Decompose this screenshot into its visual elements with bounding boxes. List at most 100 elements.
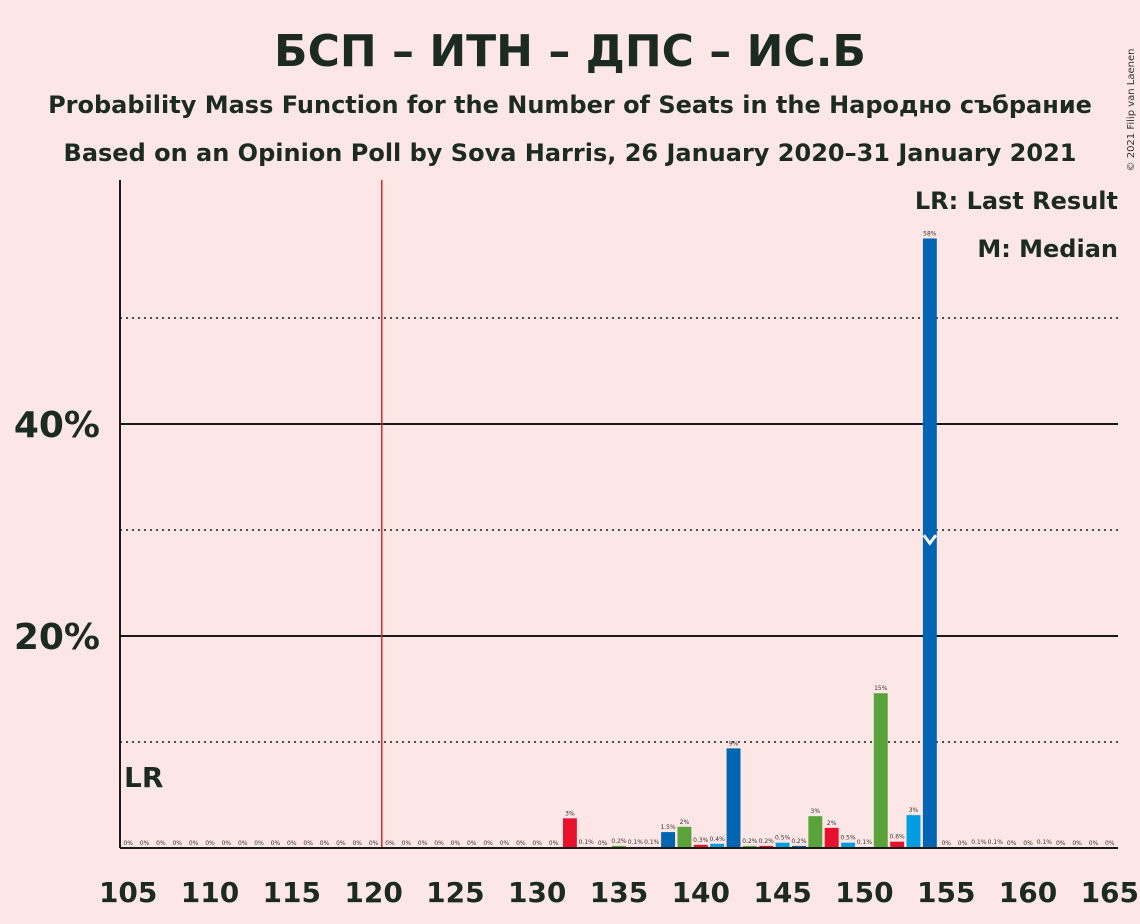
data-label-133: 0.1% xyxy=(579,839,595,846)
data-label-110: 0% xyxy=(205,840,215,847)
bars xyxy=(562,238,1052,848)
data-labels: 0% 0% 0% 0% 0% 0% 0% 0% 0% 0% 0% 0% 0% 0% 0% 0% 0% 0% 0% 0%… xyxy=(123,231,1114,848)
bar-135 xyxy=(612,845,626,848)
data-label-122: 0% xyxy=(402,840,412,847)
data-label-134: 0% xyxy=(598,840,608,847)
data-label-148: 2% xyxy=(827,820,837,827)
data-label-135: 0.2% xyxy=(611,838,627,845)
data-label-164: 0% xyxy=(1089,840,1099,847)
data-label-145: 0.5% xyxy=(775,835,791,842)
data-label-153: 3% xyxy=(909,807,919,814)
data-label-143: 0.2% xyxy=(742,838,758,845)
bar-151 xyxy=(873,693,888,848)
data-label-161: 0.1% xyxy=(1037,839,1053,846)
data-label-139: 2% xyxy=(680,819,690,826)
data-label-121: 0% xyxy=(385,840,395,847)
data-label-140: 0.3% xyxy=(693,837,709,844)
data-label-163: 0% xyxy=(1072,840,1082,847)
x-tick-label: 135 xyxy=(590,876,648,909)
bar-143 xyxy=(742,845,757,848)
axes: 20% 40% 105 110 115 120 125 130 135 140 145 150 155 1… xyxy=(14,180,1139,909)
x-tick-label: 140 xyxy=(672,876,730,909)
bar-148 xyxy=(824,827,839,848)
x-tick-label: 110 xyxy=(181,876,239,909)
data-label-130: 0% xyxy=(532,840,542,847)
x-tick-label: 145 xyxy=(753,876,811,909)
bar-140 xyxy=(693,844,708,848)
bar-139 xyxy=(677,826,692,848)
data-label-120: 0% xyxy=(369,840,379,847)
data-label-114: 0% xyxy=(271,840,281,847)
data-label-154: 58% xyxy=(923,231,937,238)
data-label-107: 0% xyxy=(156,840,166,847)
data-label-162: 0% xyxy=(1056,840,1066,847)
data-label-146: 0.2% xyxy=(791,838,807,845)
data-label-127: 0% xyxy=(483,840,493,847)
bar-141 xyxy=(710,843,725,848)
x-tick-label: 105 xyxy=(99,876,157,909)
chart-subtitle-2: Based on an Opinion Poll by Sova Harris,… xyxy=(64,139,1077,167)
data-label-137: 0.1% xyxy=(644,839,660,846)
bar-153 xyxy=(906,815,921,848)
x-tick-label: 125 xyxy=(426,876,484,909)
data-label-119: 0% xyxy=(352,840,362,847)
data-label-123: 0% xyxy=(418,840,428,847)
data-label-159: 0% xyxy=(1007,840,1017,847)
data-label-136: 0.1% xyxy=(628,839,644,846)
data-label-150: 0.1% xyxy=(857,839,873,846)
bar-145 xyxy=(775,842,790,848)
data-label-156: 0% xyxy=(958,840,968,847)
data-label-131: 0% xyxy=(549,840,559,847)
data-label-160: 0% xyxy=(1023,840,1033,847)
data-label-125: 0% xyxy=(451,840,461,847)
data-label-155: 0% xyxy=(941,840,951,847)
data-label-109: 0% xyxy=(189,840,199,847)
data-label-144: 0.2% xyxy=(759,838,775,845)
x-tick-label: 155 xyxy=(917,876,975,909)
data-label-106: 0% xyxy=(140,840,150,847)
data-label-149: 0.5% xyxy=(840,835,856,842)
copyright-note: © 2021 Filip van Laenen xyxy=(1126,49,1137,172)
data-label-147: 3% xyxy=(811,808,821,815)
data-label-152: 0.6% xyxy=(890,834,906,841)
data-label-157: 0.1% xyxy=(971,839,987,846)
legend-median: M: Median xyxy=(977,235,1118,263)
bar-144 xyxy=(759,845,774,848)
data-label-142: 9% xyxy=(729,740,739,747)
data-label-124: 0% xyxy=(434,840,444,847)
chart-title: БСП – ИТН – ДПС – ИС.Б xyxy=(274,26,866,77)
data-label-165: 0% xyxy=(1105,840,1115,847)
last-result-marker-label: LR xyxy=(124,761,163,794)
median-marker xyxy=(922,534,938,546)
data-label-111: 0% xyxy=(222,840,232,847)
bar-152 xyxy=(890,841,905,848)
data-label-117: 0% xyxy=(320,840,330,847)
x-tick-label: 115 xyxy=(263,876,321,909)
data-label-128: 0% xyxy=(500,840,510,847)
bar-146 xyxy=(792,845,806,848)
data-label-141: 0.4% xyxy=(710,836,726,843)
data-label-132: 3% xyxy=(565,810,575,817)
y-tick-label: 40% xyxy=(14,405,100,446)
data-label-105: 0% xyxy=(123,840,133,847)
x-tick-label: 165 xyxy=(1081,876,1139,909)
data-label-151: 15% xyxy=(874,685,888,692)
legend-last-result: LR: Last Result xyxy=(915,187,1118,215)
data-label-158: 0.1% xyxy=(988,839,1004,846)
data-label-126: 0% xyxy=(467,840,477,847)
bar-147 xyxy=(808,816,823,848)
bar-142 xyxy=(726,748,741,848)
gridlines xyxy=(120,317,1118,743)
data-label-129: 0% xyxy=(516,840,526,847)
data-label-116: 0% xyxy=(303,840,313,847)
x-tick-label: 130 xyxy=(508,876,566,909)
chart-subtitle-1: Probability Mass Function for the Number… xyxy=(48,91,1092,119)
bar-132 xyxy=(562,818,577,848)
data-label-115: 0% xyxy=(287,840,297,847)
data-label-108: 0% xyxy=(172,840,182,847)
x-tick-label: 120 xyxy=(344,876,402,909)
data-label-118: 0% xyxy=(336,840,346,847)
data-label-138: 1.5% xyxy=(660,824,676,831)
bar-149 xyxy=(841,842,856,848)
